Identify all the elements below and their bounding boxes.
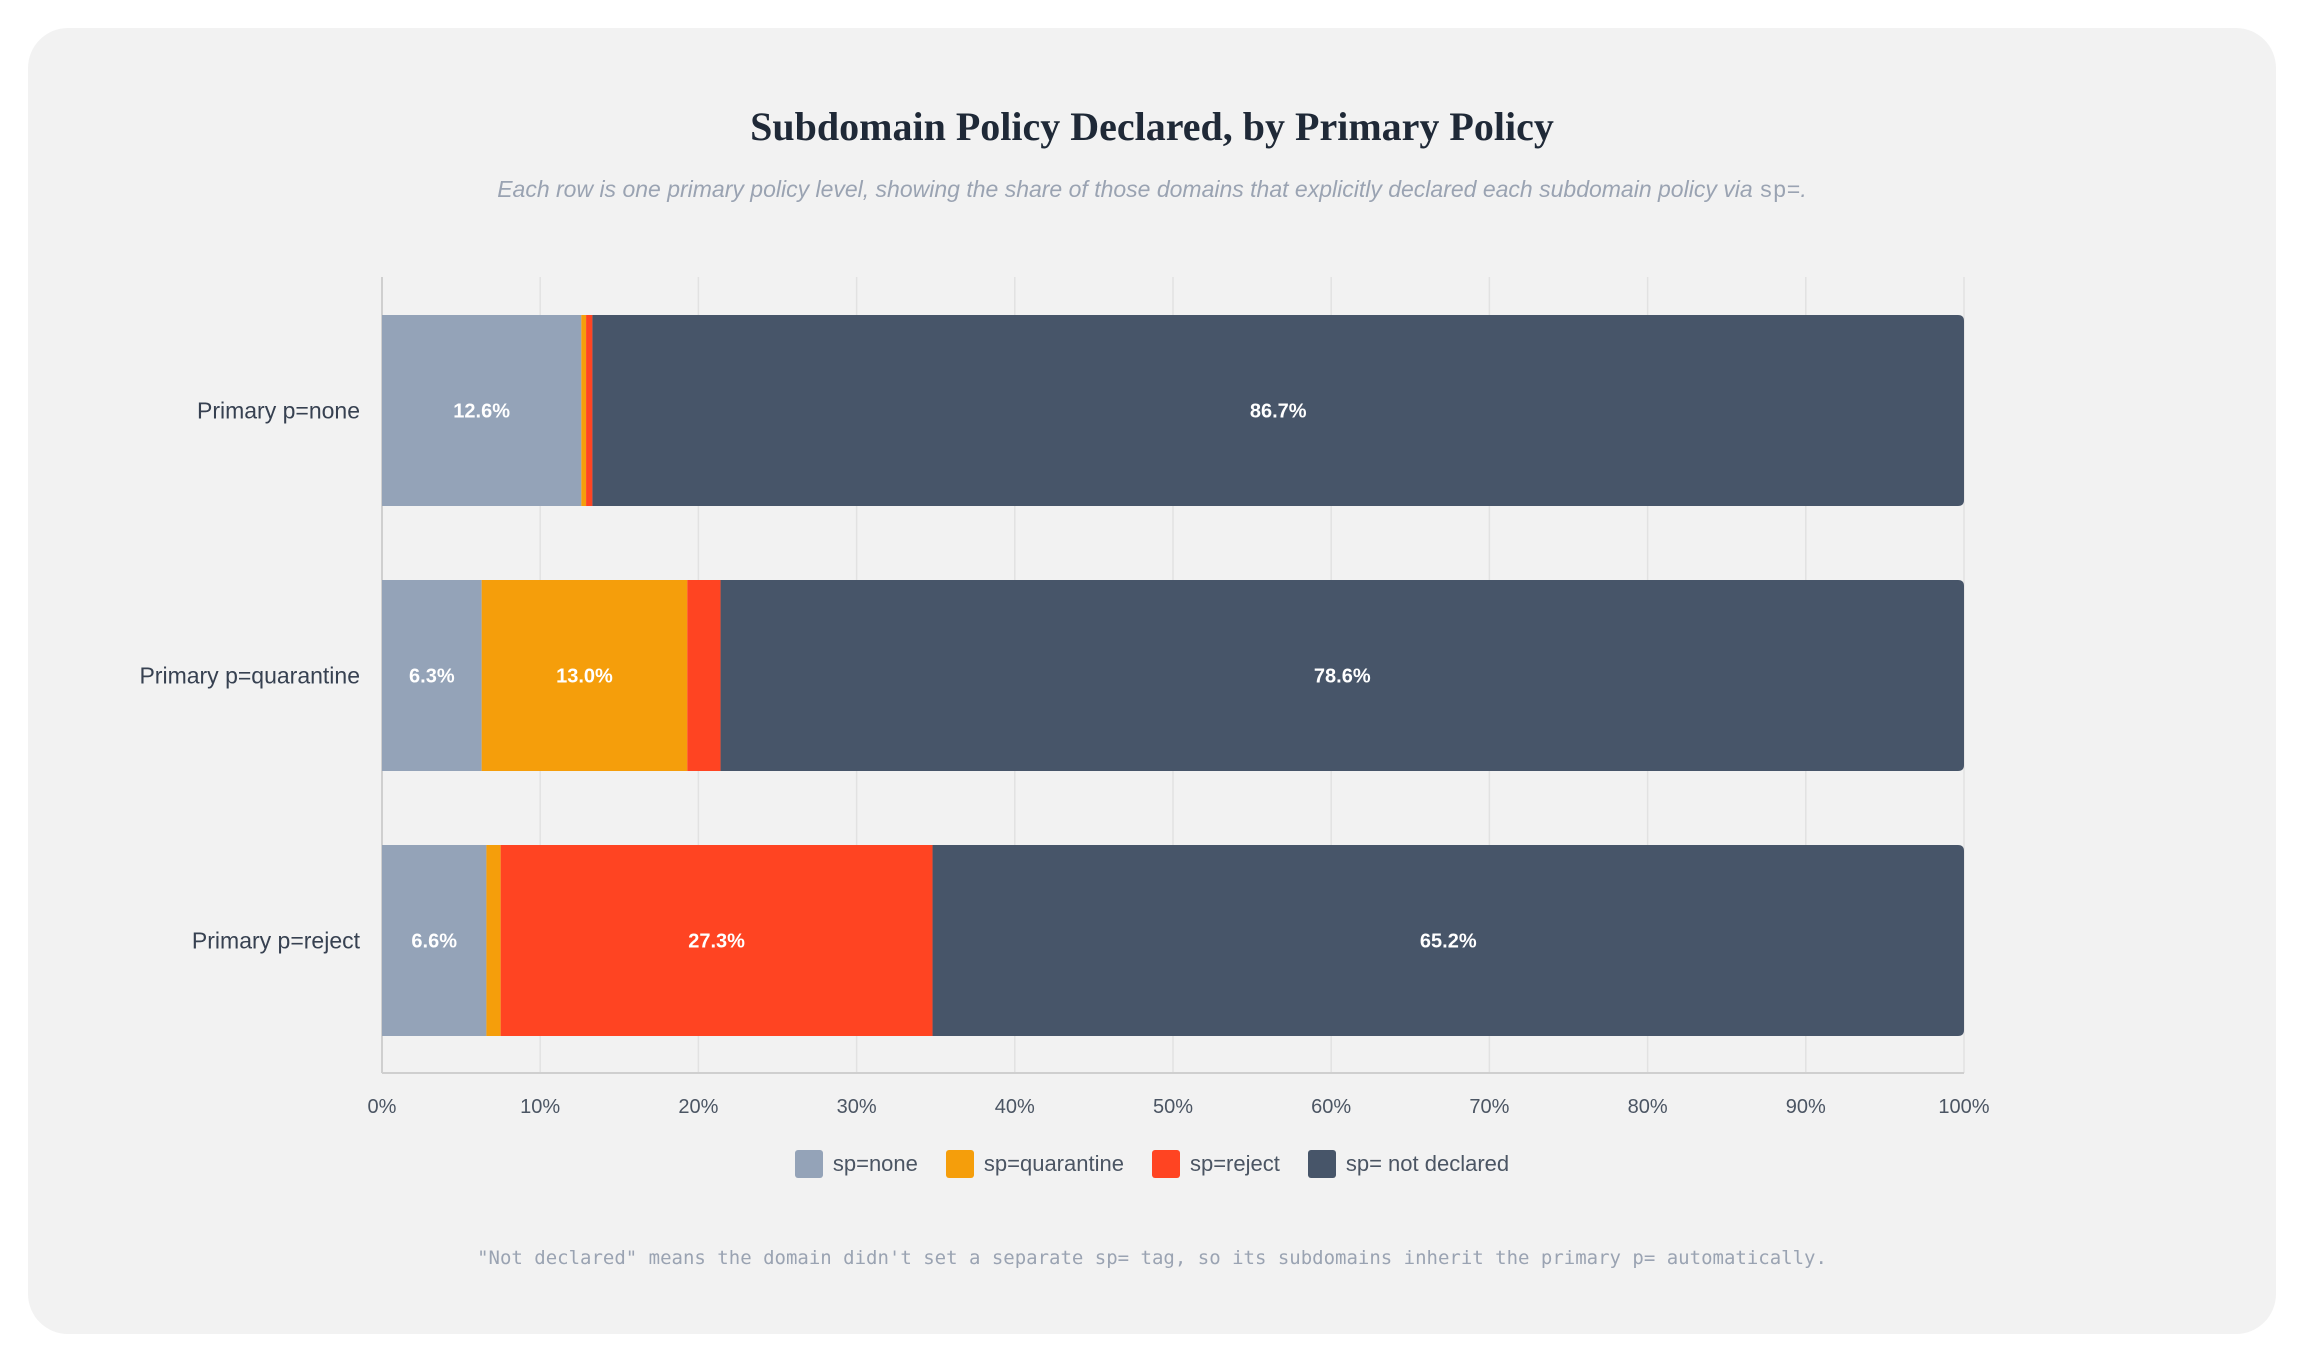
- bar-segment: [720, 580, 1964, 771]
- x-tick-label: 20%: [678, 1096, 718, 1118]
- subtitle-text: Each row is one primary policy level, sh…: [497, 176, 1759, 202]
- bar-row: [382, 580, 1964, 771]
- legend-swatch: [1307, 1150, 1336, 1178]
- data-label: 27.3%: [688, 931, 745, 953]
- bar-row: [382, 845, 1964, 1036]
- data-label: 86.7%: [1250, 401, 1307, 423]
- data-label: 12.6%: [453, 401, 510, 423]
- x-tick-label: 80%: [1628, 1096, 1668, 1118]
- chart-title: Subdomain Policy Declared, by Primary Po…: [750, 104, 1554, 149]
- legend-swatch: [1151, 1150, 1180, 1178]
- bar-segment: [932, 845, 1964, 1036]
- data-label: 6.6%: [411, 931, 457, 953]
- subtitle-end: .: [1800, 176, 1807, 202]
- bar-row: [382, 315, 1964, 506]
- category-label: Primary p=reject: [192, 928, 361, 954]
- bar-segment: [382, 845, 487, 1036]
- bar-segment: [486, 845, 501, 1036]
- legend-label: sp=quarantine: [983, 1151, 1124, 1176]
- x-tick-label: 40%: [995, 1096, 1035, 1118]
- legend-label: sp=none: [832, 1151, 918, 1176]
- legend-item: sp=quarantine: [945, 1150, 1124, 1178]
- x-tick-label: 90%: [1786, 1096, 1826, 1118]
- x-tick-label: 10%: [520, 1096, 560, 1118]
- legend-label: sp=reject: [1189, 1151, 1280, 1176]
- x-tick-label: 0%: [368, 1096, 397, 1118]
- bar-segment: [592, 315, 1964, 506]
- legend-swatch: [945, 1150, 974, 1178]
- chart-footnote: "Not declared" means the domain didn't s…: [477, 1247, 1827, 1269]
- legend-label: sp= not declared: [1345, 1151, 1510, 1176]
- chart-legend: sp=none sp=quarantine sp=reject sp= not dec…: [0, 1150, 2304, 1178]
- legend-item: sp= not declared: [1307, 1150, 1510, 1178]
- x-tick-label: 100%: [1938, 1096, 1989, 1118]
- bar-segment: [687, 580, 721, 771]
- bar-segment: [382, 315, 582, 506]
- subtitle-code: sp=: [1759, 178, 1801, 204]
- x-tick-label: 60%: [1311, 1096, 1351, 1118]
- bar-segment: [581, 315, 587, 506]
- data-label: 6.3%: [409, 666, 455, 688]
- legend-item: sp=reject: [1151, 1150, 1280, 1178]
- bar-segment: [500, 845, 933, 1036]
- bar-segment: [481, 580, 688, 771]
- x-tick-label: 70%: [1469, 1096, 1509, 1118]
- legend-item: sp=none: [794, 1150, 918, 1178]
- data-label: 65.2%: [1420, 931, 1477, 953]
- legend-swatch: [794, 1150, 823, 1178]
- bar-segment: [382, 580, 482, 771]
- x-tick-label: 30%: [837, 1096, 877, 1118]
- data-label: 78.6%: [1314, 666, 1371, 688]
- chart-subtitle: Each row is one primary policy level, sh…: [0, 176, 2304, 204]
- data-label: 13.0%: [556, 666, 613, 688]
- x-tick-label: 50%: [1153, 1096, 1193, 1118]
- category-label: Primary p=quarantine: [139, 663, 360, 689]
- category-label: Primary p=none: [197, 398, 360, 424]
- bar-segment: [586, 315, 593, 506]
